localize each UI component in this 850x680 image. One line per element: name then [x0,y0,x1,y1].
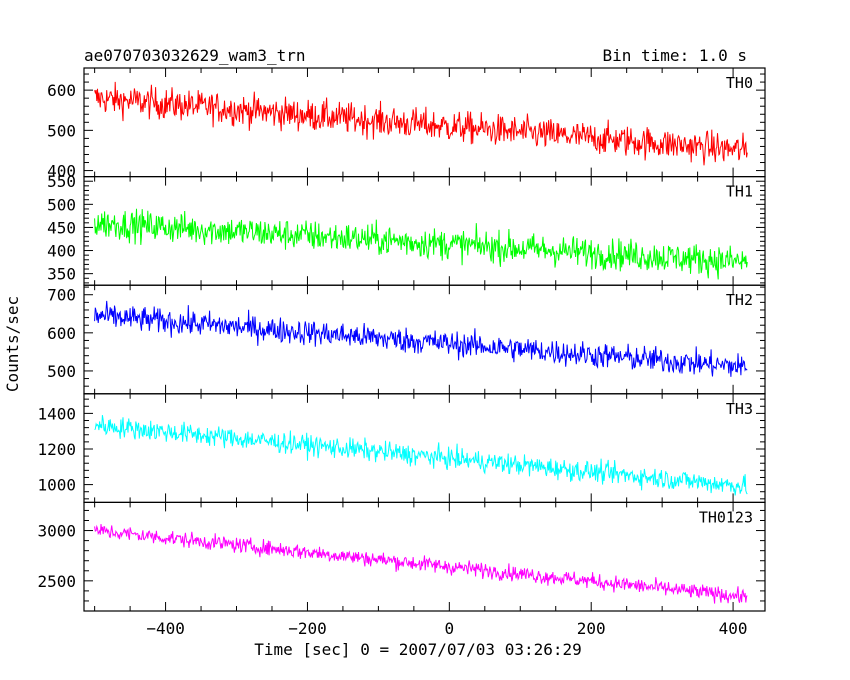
y-tick-label: 600 [47,324,76,343]
y-tick-label: 500 [47,362,76,381]
panel-label-th0: TH0 [726,74,753,92]
panel-label-th1: TH1 [726,183,753,201]
y-tick-label: 2500 [37,572,76,591]
y-tick-label: 600 [47,81,76,100]
y-tick-label: 400 [47,242,76,261]
panel-label-th3: TH3 [726,400,753,418]
panel-frame-th0123 [83,501,766,612]
y-tick-label: 700 [47,286,76,305]
y-tick-label: 500 [47,121,76,140]
panel-label-th0123: TH0123 [699,508,753,526]
chart-title: ae070703032629_wam3_trn [84,46,306,65]
y-tick-label: 500 [47,195,76,214]
y-tick-label: 1200 [37,440,76,459]
series-line-th1 [94,208,748,280]
panel-label-th2: TH2 [726,291,753,309]
y-tick-label: 1000 [37,476,76,495]
y-tick-label: 3000 [37,522,76,541]
series-line-th3 [94,415,748,496]
y-tick-label: 1400 [37,404,76,423]
y-tick-label: 400 [47,162,76,181]
series-line-th0 [94,81,748,166]
x-tick-label: 200 [577,619,606,638]
y-tick-label: 550 [47,172,76,191]
series-line-th0123 [94,524,748,604]
x-tick-label: −200 [288,619,327,638]
series-line-th2 [94,300,748,377]
y-axis-label: Counts/sec [3,296,22,392]
y-tick-label: 350 [47,265,76,284]
panels: TH0 400 500 600 TH1 350 400 450 500 550 TH2 500 600 7… [37,67,766,638]
bin-time-label: Bin time: 1.0 s [603,46,748,65]
x-axis-label: Time [sec] 0 = 2007/07/03 03:26:29 [254,640,582,659]
y-tick-label: 450 [47,218,76,237]
x-tick-label: −400 [146,619,185,638]
x-tick-label: 0 [445,619,455,638]
x-tick-label: 400 [719,619,748,638]
